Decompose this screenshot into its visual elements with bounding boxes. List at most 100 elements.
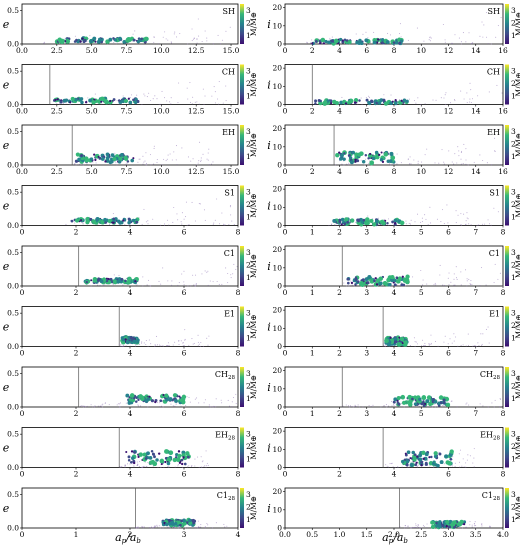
planet-point xyxy=(127,97,130,100)
particle-point xyxy=(443,284,446,287)
particle-point xyxy=(383,94,385,96)
planet-point xyxy=(340,153,344,158)
particle-point xyxy=(413,527,415,529)
particle-point xyxy=(218,223,221,225)
colorbar-tick-label: 1 xyxy=(246,273,251,282)
colorbar-tick-label: 1 xyxy=(246,152,251,161)
particle-point xyxy=(197,526,200,528)
particle-point xyxy=(147,279,150,281)
particle-point xyxy=(129,224,131,226)
particle-point xyxy=(438,162,440,164)
colorbar-tick-label: 2 xyxy=(511,321,516,330)
particle-point xyxy=(174,31,176,33)
particle-point xyxy=(235,403,237,405)
planet-point xyxy=(146,451,150,456)
particle-point xyxy=(211,95,213,97)
particle-point xyxy=(423,345,425,347)
particle-point xyxy=(141,103,143,106)
particle-point xyxy=(226,525,228,527)
particle-point xyxy=(227,272,229,275)
particle-point xyxy=(162,527,164,529)
particle-point xyxy=(482,36,484,38)
planet-point xyxy=(340,217,345,222)
particle-point xyxy=(236,266,238,268)
particle-point xyxy=(473,161,475,163)
panel-label: CH xyxy=(487,68,500,77)
particle-point xyxy=(231,401,233,403)
particle-point xyxy=(134,30,136,32)
planet-point xyxy=(400,459,405,464)
planet-point xyxy=(119,220,124,225)
particle-point xyxy=(457,146,459,148)
y-tick-label: 0.5 xyxy=(7,67,19,76)
particle-point xyxy=(146,96,148,98)
planet-point xyxy=(342,157,346,161)
planet-point xyxy=(180,519,183,523)
particle-point xyxy=(494,263,496,265)
particle-point xyxy=(195,284,197,286)
y-axis-label: e xyxy=(3,260,10,273)
planet-point xyxy=(439,460,444,465)
planet-point xyxy=(341,39,344,42)
particle-point xyxy=(429,40,432,42)
planet-point xyxy=(104,221,107,224)
particle-point xyxy=(454,34,456,36)
planet-point xyxy=(172,393,178,398)
particle-point xyxy=(329,38,331,40)
particle-point xyxy=(468,223,470,225)
x-tick-label: 6 xyxy=(182,228,187,237)
particle-point xyxy=(494,399,496,401)
particle-point xyxy=(465,403,467,405)
particle-point xyxy=(177,219,179,221)
particle-point xyxy=(388,405,390,407)
particle-point xyxy=(230,214,232,216)
planet-point xyxy=(178,395,181,398)
particle-point xyxy=(160,224,162,226)
particle-point xyxy=(362,33,364,35)
particle-point xyxy=(138,405,140,407)
colorbar-tick-label: 3 xyxy=(246,490,251,499)
x-tick-label: 5 xyxy=(419,349,424,358)
particle-point xyxy=(465,466,467,468)
particle-point xyxy=(368,160,371,162)
particle-point xyxy=(466,402,468,404)
particle-point xyxy=(121,345,123,348)
plot-frame xyxy=(21,3,239,45)
y-axis-label: i xyxy=(267,502,271,515)
planet-point xyxy=(85,218,91,223)
x-tick-label: 0 xyxy=(20,349,25,358)
x-tick-label: 10.0 xyxy=(153,167,170,176)
particle-point xyxy=(466,285,468,287)
y-tick-label: 0 xyxy=(277,463,282,472)
particle-point xyxy=(463,213,465,215)
particle-point xyxy=(235,268,237,270)
planet-point xyxy=(374,219,379,224)
particle-point xyxy=(330,224,333,226)
particle-point xyxy=(423,525,425,528)
particle-point xyxy=(135,527,137,529)
particle-point xyxy=(131,463,133,465)
planet-point xyxy=(383,101,389,106)
particle-point xyxy=(417,162,419,164)
planet-point xyxy=(132,339,137,344)
x-tick-label: 3 xyxy=(364,349,369,358)
plot-frame xyxy=(284,64,504,105)
planet-point xyxy=(162,393,165,397)
particle-point xyxy=(201,461,203,463)
particle-point xyxy=(197,520,199,522)
particle-point xyxy=(190,465,193,468)
planet-point xyxy=(80,219,83,222)
planet-point xyxy=(445,519,450,525)
particle-point xyxy=(225,85,227,87)
particle-point xyxy=(185,201,188,203)
particle-point xyxy=(153,36,155,38)
particle-point xyxy=(430,222,432,224)
particle-point xyxy=(195,527,197,529)
planet-point xyxy=(351,150,355,155)
planet-point xyxy=(153,455,156,459)
particle-point xyxy=(490,43,492,45)
planet-point xyxy=(361,160,366,164)
colorbar-label: M/M⊕ xyxy=(249,314,258,338)
colorbar-tick-label: 3 xyxy=(511,187,516,196)
planet-point xyxy=(441,523,445,528)
